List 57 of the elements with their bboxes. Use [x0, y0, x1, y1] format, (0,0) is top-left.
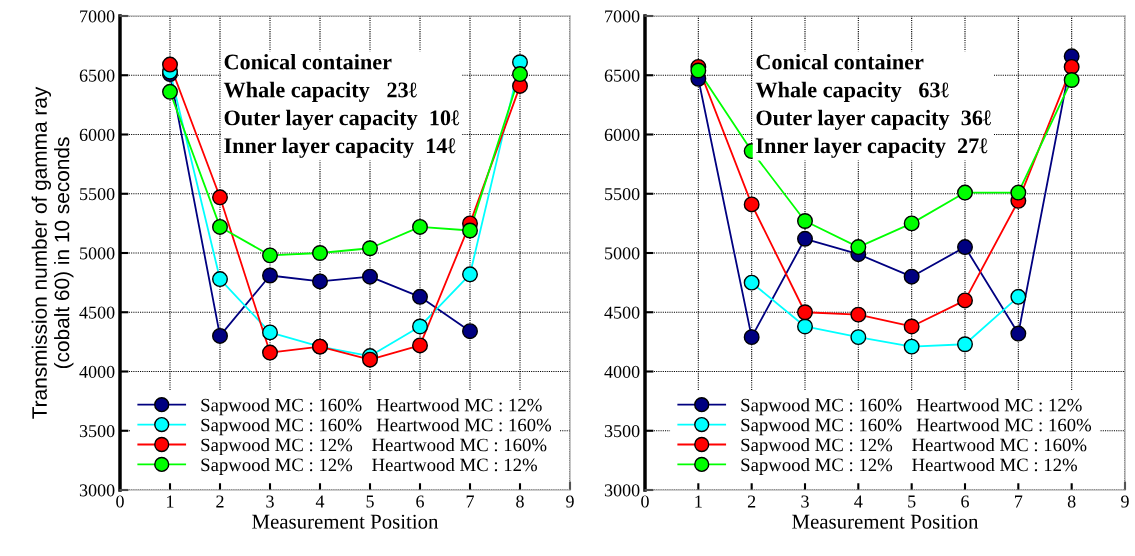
y-tick-label: 3000 [79, 484, 115, 497]
y-tick-label: 5500 [80, 188, 115, 201]
y-tick-label: 5000 [80, 247, 115, 260]
x-tick-label: 3 [801, 495, 809, 508]
x-tick-label: 6 [416, 495, 424, 508]
y-tick-label: 3500 [604, 425, 640, 438]
y-tick-label: 4500 [604, 306, 640, 319]
x-tick-label: 7 [466, 495, 474, 508]
x-tick-label: 2 [747, 495, 756, 508]
x-tick-label: 1 [695, 495, 702, 508]
x-tick-label: 5 [366, 495, 374, 508]
legend-label: Sapwood MC : 160% Heartwood MC : 160% [201, 418, 552, 436]
legend-label: Sapwood MC : 12% Heartwood MC : 12% [201, 458, 538, 475]
annotation: Outer layer capacity 36ℓ [756, 109, 992, 130]
x-tick-label: 0 [116, 495, 124, 508]
y-tick-label: 4000 [604, 365, 640, 378]
y-tick-label: 6500 [79, 69, 115, 82]
y-tick-label: 5000 [605, 247, 640, 260]
legend-label: Sapwood MC : 160% Heartwood MC : 12% [201, 398, 542, 416]
x-tick-label: 8 [1067, 495, 1076, 508]
x-tick-label: 3 [266, 495, 274, 508]
y-tick-label: 6500 [604, 69, 640, 82]
x-axis-title: Measurement Position [792, 514, 979, 529]
y-tick-label: 7000 [605, 10, 640, 23]
y-tick-label: 4000 [79, 365, 115, 378]
legend-label: Sapwood MC : 160% Heartwood MC : 12% [741, 398, 1082, 416]
x-tick-label: 2 [216, 495, 224, 508]
y-tick-label: 7000 [80, 10, 115, 23]
y-tick-label: 4500 [79, 306, 115, 319]
x-tick-label: 9 [566, 495, 574, 508]
annotation: Whale capacity 63ℓ [755, 81, 949, 102]
x-tick-label: 5 [908, 495, 916, 508]
legend-label: Sapwood MC : 12% Heartwood MC : 160% [201, 438, 547, 456]
annotation: Conical container [224, 53, 392, 70]
x-tick-label: 6 [961, 495, 969, 508]
x-tick-label: 4 [315, 495, 325, 508]
x-tick-label: 8 [516, 495, 524, 508]
x-tick-label: 0 [641, 495, 649, 508]
y-axis-title: Transmission number of gamma ray (cobalt 60) in 10 seconds [31, 86, 74, 419]
legend-label: Sapwood MC : 12% Heartwood MC : 12% [741, 458, 1078, 475]
annotation: Conical container [756, 53, 924, 70]
annotation: Inner layer capacity 27ℓ [756, 137, 988, 158]
annotation: Inner layer capacity 14ℓ [224, 137, 456, 158]
x-axis-title: Measurement Position [252, 514, 439, 529]
legend-label: Sapwood MC : 12% Heartwood MC : 160% [741, 438, 1087, 456]
annotation: Whale capacity 23ℓ [223, 81, 417, 102]
annotation: Outer layer capacity 10ℓ [224, 109, 460, 130]
y-tick-label: 5500 [605, 188, 640, 201]
legend-label: Sapwood MC : 160% Heartwood MC : 160% [741, 418, 1092, 436]
x-tick-label: 1 [167, 495, 174, 508]
x-tick-label: 7 [1015, 495, 1023, 508]
x-tick-label: 4 [854, 495, 863, 508]
y-tick-label: 3000 [604, 484, 640, 497]
y-tick-label: 3500 [79, 425, 115, 438]
y-tick-label: 6000 [79, 128, 115, 141]
y-tick-label: 6000 [604, 128, 640, 141]
x-tick-label: 9 [1121, 495, 1129, 508]
